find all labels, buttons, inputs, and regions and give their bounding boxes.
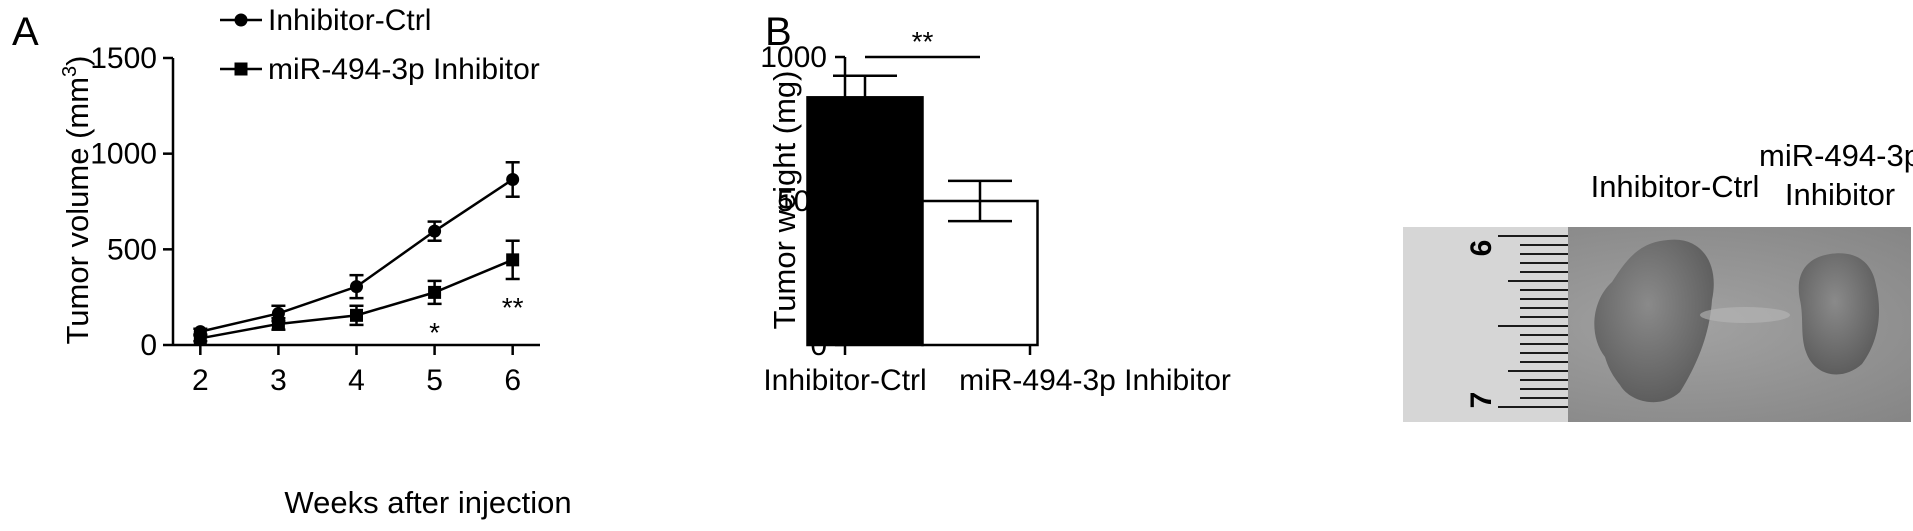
photo-label-ctrl: Inhibitor-Ctrl	[1591, 169, 1760, 204]
bar	[921, 199, 1039, 347]
line-chart-axes: 0 500 1000 1500 2 3 4 5 6	[90, 42, 540, 397]
bar-chart-bars: **	[806, 26, 1039, 347]
y-tick-label: 1000	[90, 138, 157, 171]
ruler-number-bottom: 7	[1465, 392, 1498, 409]
bar-y-tick-label: 1000	[760, 41, 827, 74]
data-point	[271, 317, 285, 331]
data-point	[350, 280, 363, 294]
y-axis-label-superscript: 3	[59, 66, 81, 77]
y-axis-label-close: )	[60, 56, 95, 66]
bar-category-label: miR-494-3p Inhibitor	[959, 364, 1231, 397]
data-point	[506, 172, 520, 186]
photo-label-inhibitor-line2: Inhibitor	[1785, 177, 1895, 212]
legend-label: Inhibitor-Ctrl	[268, 4, 431, 37]
significance-mark: **	[502, 292, 524, 323]
significance-mark: *	[429, 317, 440, 348]
data-point	[428, 224, 442, 238]
y-tick-label: 500	[107, 233, 157, 266]
bar	[806, 96, 924, 347]
x-tick-label: 5	[426, 364, 443, 397]
x-tick-label: 4	[348, 364, 365, 397]
tumor-photo: Inhibitor-Ctrl miR-494-3p Inhibitor 6 7	[1403, 138, 1913, 422]
photo-glare	[1700, 307, 1790, 323]
data-point	[350, 308, 363, 322]
data-point	[271, 306, 285, 320]
x-tick-label: 2	[192, 364, 209, 397]
legend-marker	[234, 13, 248, 27]
ruler-ticks	[1498, 235, 1568, 408]
bar-category-label: Inhibitor-Ctrl	[763, 364, 926, 397]
panel-label-a: A	[12, 10, 39, 54]
bar-y-axis-label: Tumor weight (mg)	[767, 71, 802, 330]
line-chart-legend: Inhibitor-Ctrl miR-494-3p Inhibitor	[220, 4, 540, 86]
legend-label: miR-494-3p Inhibitor	[268, 53, 540, 86]
tumor-inhibitor	[1798, 253, 1880, 375]
y-tick-label: 1500	[90, 42, 157, 75]
x-axis-label: Weeks after injection	[284, 485, 571, 520]
ruler-number-top: 6	[1465, 240, 1498, 257]
y-axis-label-text: Tumor volume (mm	[60, 77, 95, 345]
x-tick-label: 6	[504, 364, 521, 397]
y-tick-label: 0	[140, 329, 157, 362]
significance-mark: **	[912, 26, 934, 57]
x-tick-label: 3	[270, 364, 287, 397]
line-chart-series: ***	[193, 161, 524, 348]
data-point	[506, 253, 520, 267]
legend-marker	[234, 62, 248, 76]
tumor-ctrl	[1594, 239, 1714, 403]
data-point	[428, 285, 442, 299]
data-point	[193, 331, 207, 345]
photo-label-inhibitor-line1: miR-494-3p	[1759, 138, 1913, 173]
y-axis-label: Tumor volume (mm3)	[59, 56, 95, 345]
panel-label-b: B	[765, 10, 792, 54]
